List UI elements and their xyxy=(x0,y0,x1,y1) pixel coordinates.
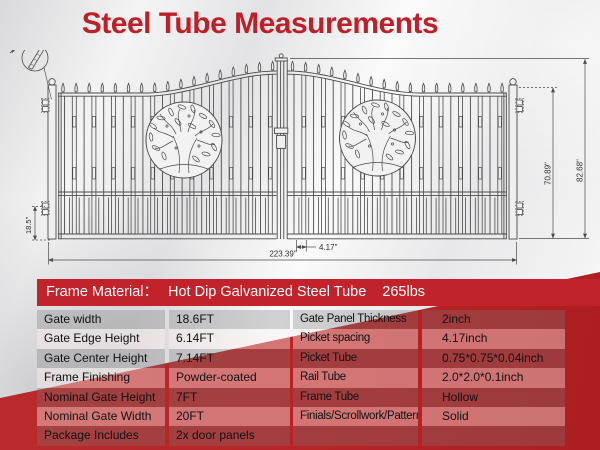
spec-row-label: Nominal Gate Width xyxy=(37,406,165,427)
spec-row-value: 2x door panels xyxy=(169,426,290,446)
spec-row-value: 0.75*0.75*0.04inch xyxy=(422,348,565,369)
spec-row-label: Package Includes xyxy=(37,426,165,446)
dim-center-height: 82.68" xyxy=(576,159,585,182)
spec-table-left-values: 18.6FT 6.14FT 7.14FT Powder-coated 7FT 20FT 2x… xyxy=(169,310,290,446)
gate-technical-drawing: 223.39" 4.17" 18.5" 70.89" 82.68" 2" 2" xyxy=(7,50,589,265)
spec-row-label: Finials/Scrollwork/Pattern xyxy=(293,406,418,427)
spec-row-value: Hollow xyxy=(422,387,565,407)
tube-detail-callout xyxy=(9,50,52,100)
dimension-lines xyxy=(32,58,589,265)
spec-table-left-labels: Gate width Gate Edge Height Gate Center He… xyxy=(37,310,165,446)
spec-row-value: 6.14FT xyxy=(169,329,290,349)
spec-row-label xyxy=(293,426,418,446)
spec-row-value xyxy=(422,426,565,446)
spec-row-label: Gate Center Height xyxy=(37,348,165,369)
dim-overall-width: 223.39" xyxy=(269,250,296,259)
page-title: Steel Tube Measurements xyxy=(81,7,439,40)
spec-row-value: 2inch xyxy=(422,310,565,330)
center-latch xyxy=(273,53,289,239)
spec-table-right-labels: Gate Panel Thickness Picket spacing Picket… xyxy=(293,310,418,446)
dim-tube-width: 2" xyxy=(7,50,18,54)
tree-medallion xyxy=(145,101,223,179)
spec-row-value: 18.6FT xyxy=(169,310,290,330)
spec-table-right-values: 2inch 4.17inch 0.75*0.75*0.04inch 2.0*2.0*0… xyxy=(422,310,565,446)
spec-row-value: Solid xyxy=(422,406,565,427)
spec-row-label: Frame Tube xyxy=(293,387,418,407)
spec-row-label: Picket spacing xyxy=(293,329,418,349)
spec-row-label: Gate Panel Thickness xyxy=(293,310,418,330)
hinge-icon xyxy=(42,99,523,216)
banner-weight: 265lbs xyxy=(382,284,426,300)
dim-edge-height: 70.89" xyxy=(544,162,553,185)
spec-row-label: Frame Finishing xyxy=(37,368,165,388)
gate-panels xyxy=(58,60,507,240)
spec-row-label: Gate width xyxy=(37,310,165,330)
spec-row-value: 4.17inch xyxy=(422,329,565,349)
spec-row-label: Gate Edge Height xyxy=(37,329,165,349)
spec-row-value: 7.14FT xyxy=(169,348,290,369)
spec-row-label: Nominal Gate Height xyxy=(37,387,165,407)
spec-row-value: Powder-coated xyxy=(169,368,290,388)
tree-medallion xyxy=(339,99,416,177)
dim-picket-spacing: 4.17" xyxy=(319,243,338,252)
spec-row-label: Picket Tube xyxy=(293,348,418,369)
frame-material-banner: Frame Material： Hot Dip Galvanized Steel … xyxy=(37,279,600,306)
spec-row-value: 20FT xyxy=(169,406,290,427)
gate-posts xyxy=(41,78,524,240)
banner-value: Hot Dip Galvanized Steel Tube xyxy=(168,284,367,300)
spec-row-value: 2.0*2.0*0.1inch xyxy=(422,368,565,388)
spec-row-value: 7FT xyxy=(169,387,290,407)
spec-row-label: Rail Tube xyxy=(293,368,418,388)
dim-bottom-section: 18.5" xyxy=(24,216,33,234)
banner-label: Frame Material： xyxy=(46,284,158,300)
